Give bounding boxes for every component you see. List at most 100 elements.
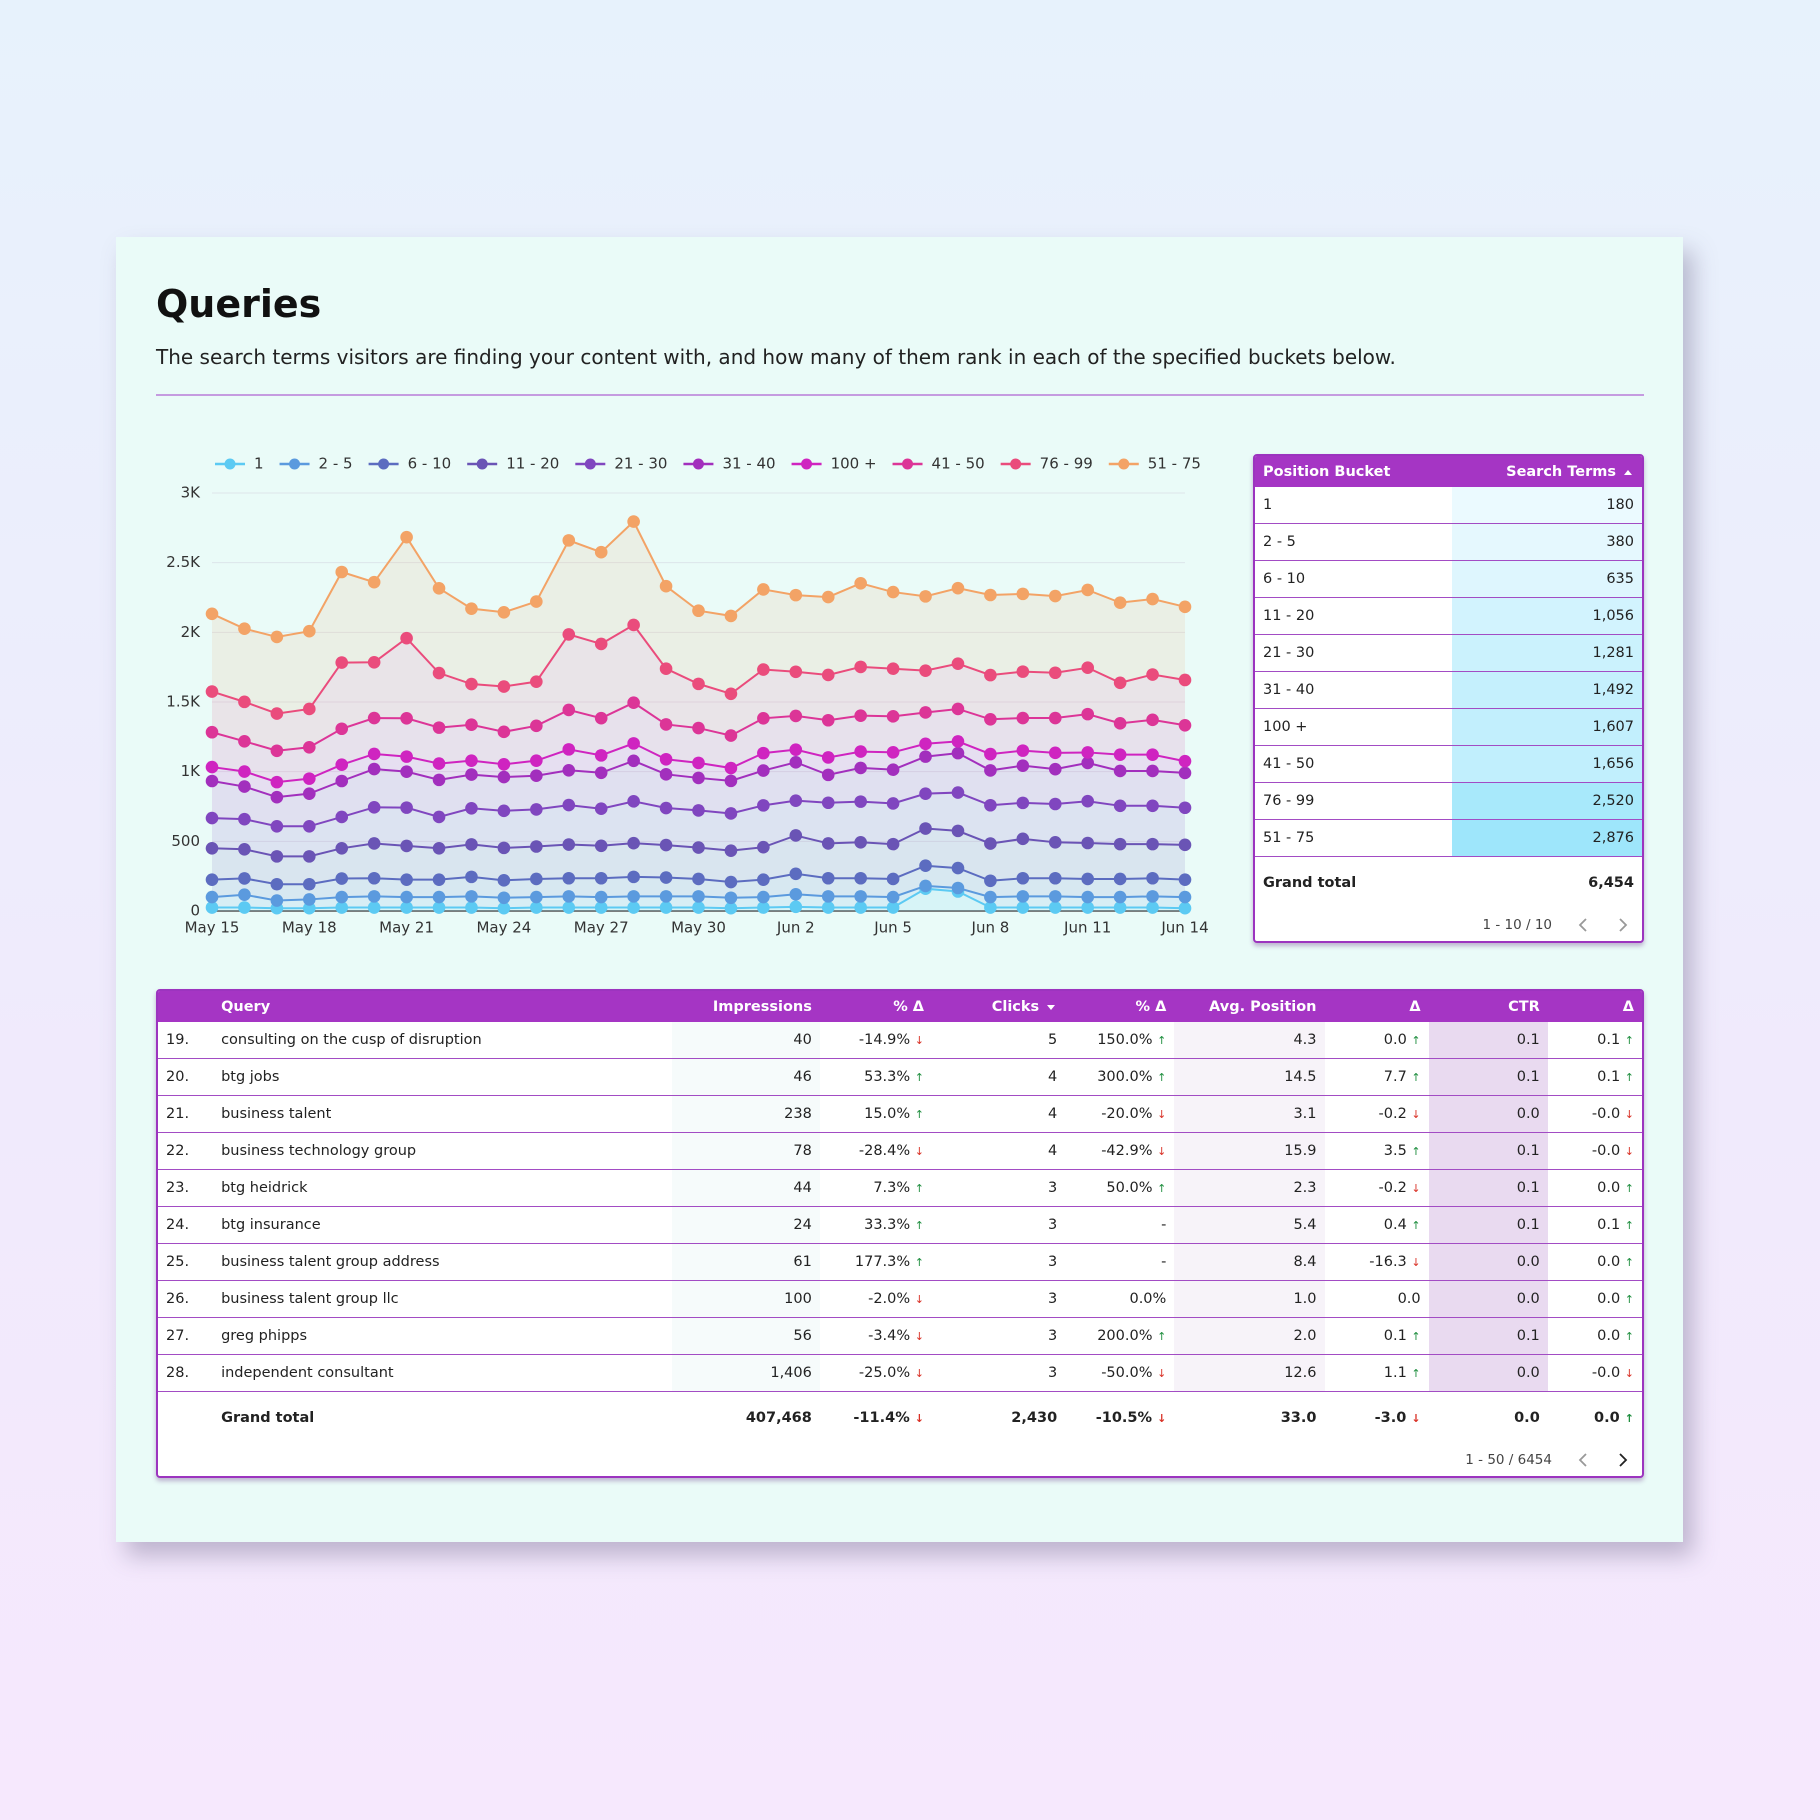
data-point (594, 637, 608, 651)
data-point (497, 680, 511, 693)
column-header[interactable]: Δ (1547, 991, 1642, 1022)
data-point (303, 819, 316, 833)
x-tick-label: Jun 14 (1160, 919, 1208, 937)
x-tick-label: Jun 2 (776, 919, 815, 937)
data-point (1081, 901, 1094, 914)
column-header[interactable]: % Δ (1065, 991, 1175, 1022)
data-point (367, 711, 381, 725)
trend-arrow: ↑ (914, 1219, 924, 1232)
metric-cell: 8.4 (1174, 1243, 1325, 1281)
trend-arrow: ↑ (1157, 1330, 1167, 1343)
metric-cell: 0.1 (1428, 1022, 1548, 1059)
y-tick-label: 0 (190, 902, 200, 920)
prev-page[interactable] (1574, 1451, 1592, 1469)
column-header[interactable]: Δ (1324, 991, 1429, 1022)
data-point (919, 590, 932, 603)
metric-cell: 3 (932, 1317, 1066, 1355)
trend-arrow: ↓ (1624, 1108, 1634, 1121)
metric-cell: 0.1 (1428, 1317, 1548, 1355)
metric-cell: 0.1 (1428, 1206, 1548, 1244)
data-point (497, 757, 511, 771)
data-point (497, 874, 511, 887)
data-point (530, 754, 543, 767)
trend-arrow: ↑ (1624, 1219, 1634, 1232)
data-point (854, 576, 867, 590)
next-page[interactable] (1614, 916, 1632, 934)
table-row: 19. consulting on the cusp of disruption 4… (158, 1022, 1642, 1059)
sort-icon[interactable] (1622, 467, 1634, 477)
chart: 0 500 1K 1.5K 2K 2.5K 3K May 15 May 18 May 21 May … (166, 455, 1208, 937)
sort-icon[interactable] (1045, 1002, 1057, 1012)
next-page[interactable] (1614, 1451, 1632, 1469)
table: Position Bucket Search Terms 1 180 2 - 5 380 6… (1255, 456, 1642, 909)
data-point (432, 721, 446, 734)
data-point (530, 675, 543, 688)
column-header[interactable]: Clicks (932, 991, 1066, 1022)
column-header[interactable]: Impressions (671, 991, 820, 1022)
metric-cell: -14.9% ↓ (819, 1022, 932, 1059)
table-row: 100 +1,607 (1255, 708, 1642, 746)
data-point (692, 841, 705, 854)
data-point (821, 751, 835, 764)
area-band (212, 521, 1185, 714)
area-band (212, 753, 1185, 827)
column-header[interactable]: Search Terms (1452, 456, 1642, 487)
data-point (724, 609, 738, 623)
column-header[interactable]: CTR (1428, 991, 1548, 1022)
x-tick-label: Jun 5 (873, 919, 912, 937)
table-row: 21. business talent 238 15.0% ↑ 4 -20.0% ↓ 3.1… (158, 1095, 1642, 1133)
data-point (530, 840, 543, 853)
data-point (854, 709, 867, 722)
data-point (1178, 673, 1192, 687)
data-point (821, 871, 835, 885)
data-point (984, 874, 997, 888)
column-header[interactable]: Avg. Position (1174, 991, 1325, 1022)
data-point (659, 579, 673, 593)
metric-cell: 4.3 (1174, 1022, 1325, 1059)
data-point (497, 841, 511, 855)
data-point (627, 754, 640, 768)
data-point (886, 763, 900, 777)
data-point (238, 872, 251, 885)
data-point (1178, 766, 1192, 780)
metric-cell: 1.0 (1174, 1280, 1325, 1318)
data-point (303, 740, 316, 754)
column-header[interactable]: Query (213, 991, 672, 1022)
data-point (984, 901, 997, 914)
area-band (212, 792, 1185, 857)
data-point (984, 890, 997, 904)
data-point (1146, 713, 1159, 727)
prev-page[interactable] (1574, 916, 1592, 934)
data-point (692, 890, 705, 903)
data-point (497, 605, 511, 619)
data-point (497, 770, 511, 784)
metric-cell: 0.1 (1428, 1132, 1548, 1170)
total-cell: 407,468 (745, 1410, 812, 1426)
data-point (984, 668, 997, 682)
metric-cell: -3.4% ↓ (819, 1317, 932, 1355)
data-point (562, 890, 576, 903)
data-point (886, 745, 900, 759)
column-header[interactable]: % Δ (819, 991, 932, 1022)
data-point (335, 656, 349, 669)
legend-marker (224, 458, 236, 470)
data-point (724, 807, 738, 820)
data-point (724, 774, 738, 788)
row-index: 19. (158, 1022, 214, 1059)
data-point (821, 713, 835, 727)
total-row: Grand total 407,468 -11.4% ↓ 2,430 -10.5% ↓ 3… (158, 1392, 1642, 1445)
data-point (789, 829, 803, 842)
table-row: 26. business talent group llc 100 -2.0% ↓ 3 0… (158, 1280, 1642, 1318)
trend-arrow: ↑ (914, 1071, 924, 1084)
data-point (1048, 871, 1062, 885)
data-point (1178, 873, 1192, 886)
bucket-cell: 1 (1255, 487, 1452, 524)
metric-cell: 150.0% ↑ (1065, 1022, 1175, 1059)
data-point (594, 871, 608, 885)
total-cell: 0.0 (1514, 1410, 1540, 1426)
row-index: 25. (158, 1243, 214, 1281)
legend-marker (289, 458, 301, 470)
data-point (335, 722, 349, 736)
metric-cell: 0.0 (1324, 1280, 1429, 1318)
column-header[interactable]: Position Bucket (1255, 456, 1452, 487)
